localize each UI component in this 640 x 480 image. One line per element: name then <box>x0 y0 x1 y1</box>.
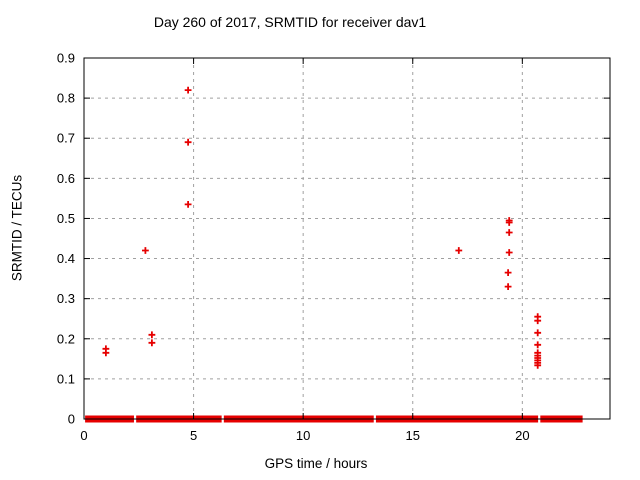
svg-text:0.3: 0.3 <box>57 291 75 306</box>
tick-marks <box>83 57 610 420</box>
data-points <box>102 86 542 369</box>
x-tick-labels: 0 5 10 15 20 <box>80 428 529 443</box>
plot-border <box>83 57 611 420</box>
svg-text:0.1: 0.1 <box>57 371 75 386</box>
x-axis-label: GPS time / hours <box>264 456 368 471</box>
svg-text:0.2: 0.2 <box>57 331 75 346</box>
plus-marker-path <box>102 86 542 369</box>
svg-text:0.7: 0.7 <box>57 131 75 146</box>
svg-text:15: 15 <box>406 428 420 443</box>
svg-text:0.5: 0.5 <box>57 211 75 226</box>
svg-text:0.8: 0.8 <box>57 91 75 106</box>
chart-title: Day 260 of 2017, SRMTID for receiver dav… <box>153 14 427 30</box>
svg-text:0.9: 0.9 <box>57 51 75 66</box>
y-tick-labels: 0 0.1 0.2 0.3 0.4 0.5 0.6 0.7 0.8 0.9 <box>57 51 75 427</box>
svg-text:0: 0 <box>80 428 87 443</box>
gridlines <box>84 57 610 419</box>
svg-text:5: 5 <box>190 428 197 443</box>
svg-text:20: 20 <box>515 428 529 443</box>
svg-text:0.4: 0.4 <box>57 251 75 266</box>
svg-text:10: 10 <box>296 428 310 443</box>
svg-text:0.6: 0.6 <box>57 171 75 186</box>
svg-text:0: 0 <box>68 412 75 427</box>
